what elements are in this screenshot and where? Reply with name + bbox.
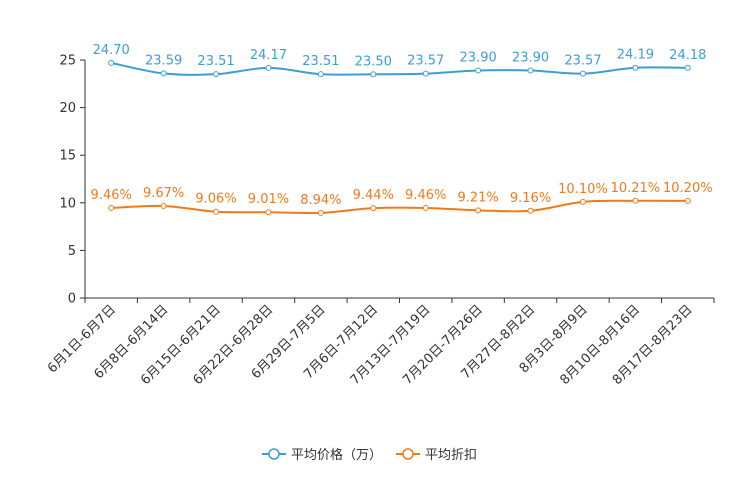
data-label: 9.01%: [248, 192, 289, 207]
data-point[interactable]: [370, 205, 377, 212]
data-point[interactable]: [265, 64, 272, 71]
y-tick-label: 10: [59, 196, 76, 211]
data-label: 9.46%: [91, 188, 132, 203]
legend-marker-icon: [402, 448, 414, 460]
data-point[interactable]: [213, 208, 220, 215]
legend-item-2[interactable]: 平均折扣: [396, 448, 477, 463]
data-point[interactable]: [213, 71, 220, 78]
series-layer: 24.70 23.59 23.51 24.17 23.51 23.50 23.57 23.90…: [91, 43, 713, 216]
data-point[interactable]: [317, 71, 324, 78]
legend-label: 平均价格（万）: [291, 447, 382, 463]
data-label: 10.10%: [558, 182, 608, 197]
data-label: 23.57: [407, 54, 444, 69]
data-point[interactable]: [160, 70, 167, 77]
data-label: 23.50: [355, 54, 392, 69]
data-label: 10.20%: [663, 181, 713, 196]
series-line: [111, 199, 688, 215]
y-tick-label: 20: [59, 101, 76, 116]
data-point[interactable]: [265, 209, 272, 216]
data-point[interactable]: [317, 209, 324, 216]
data-point[interactable]: [632, 64, 639, 71]
y-tick-label: 5: [68, 244, 76, 259]
data-label: 23.57: [564, 54, 601, 69]
y-tick-label: 15: [59, 149, 76, 164]
x-axis: 6月1日-6月7日6月8日-6月14日6月15日-6月21日6月22日-6月28…: [45, 297, 715, 388]
y-axis: 0 5 10 15 20 25: [59, 54, 86, 307]
series-line: [111, 61, 688, 76]
data-point[interactable]: [579, 198, 586, 205]
legend-marker-icon: [268, 448, 280, 460]
data-label: 24.70: [93, 43, 130, 58]
data-label: 10.21%: [611, 181, 661, 196]
data-label: 9.21%: [457, 190, 498, 205]
data-point[interactable]: [108, 204, 115, 211]
data-label: 24.18: [669, 48, 706, 63]
legend[interactable]: 平均价格（万） 平均折扣: [262, 447, 477, 463]
data-label: 9.67%: [143, 186, 184, 201]
legend-item-1[interactable]: 平均价格（万）: [262, 447, 382, 463]
series-2: 9.46% 9.67% 9.06% 9.01% 8.94% 9.44% 9.46% 9.21%…: [91, 181, 713, 216]
series-1: 24.70 23.59 23.51 24.17 23.51 23.50 23.57 23.90…: [93, 43, 706, 78]
data-label: 23.51: [197, 54, 234, 69]
data-label: 9.06%: [195, 192, 236, 207]
data-label: 23.59: [145, 53, 182, 68]
data-label: 9.46%: [405, 188, 446, 203]
y-tick-label: 25: [59, 54, 76, 69]
data-point[interactable]: [527, 67, 534, 74]
y-tick-label: 0: [68, 292, 76, 307]
data-point[interactable]: [527, 207, 534, 214]
data-label: 23.51: [302, 54, 339, 69]
data-point[interactable]: [108, 59, 115, 66]
data-label: 24.17: [250, 48, 287, 63]
data-point[interactable]: [579, 70, 586, 77]
data-point[interactable]: [475, 207, 482, 214]
data-point[interactable]: [684, 197, 691, 204]
data-point[interactable]: [632, 197, 639, 204]
legend-label: 平均折扣: [425, 448, 477, 463]
data-label: 8.94%: [300, 193, 341, 208]
data-label: 24.19: [617, 48, 654, 63]
data-point[interactable]: [370, 71, 377, 78]
data-label: 23.90: [512, 50, 549, 65]
data-point[interactable]: [422, 204, 429, 211]
data-point[interactable]: [160, 202, 167, 209]
data-point[interactable]: [422, 70, 429, 77]
data-label: 23.90: [460, 50, 497, 65]
data-label: 9.16%: [510, 191, 551, 206]
data-point[interactable]: [475, 67, 482, 74]
data-point[interactable]: [684, 64, 691, 71]
data-label: 9.44%: [353, 188, 394, 203]
